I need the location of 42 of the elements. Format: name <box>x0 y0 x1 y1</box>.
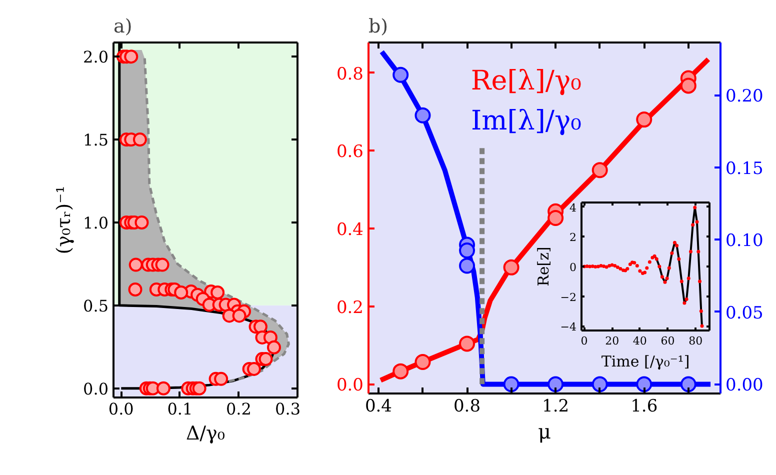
y-tick-label: 0.0 <box>83 379 109 398</box>
x-tick-label: 1.2 <box>542 396 570 416</box>
y2-tick-label: 0.00 <box>726 376 764 396</box>
y-tick-label: 1.0 <box>83 213 109 232</box>
y-tick-label: 2.0 <box>83 48 109 67</box>
x-axis-title: Time [/γ₀⁻¹] <box>601 352 690 370</box>
x-tick-label: 60 <box>660 334 675 348</box>
y-tick-label: 2 <box>570 231 576 244</box>
y-tick-label: −4 <box>560 320 577 334</box>
x-tick-label: 0 <box>580 334 588 348</box>
x-axis-title: Δ/γ₀ <box>186 422 226 444</box>
x-tick-label: 0.4 <box>364 396 392 416</box>
x-tick-label: 0.8 <box>454 396 481 416</box>
y-tick-label: 0.0 <box>336 376 364 396</box>
y2-tick-label: 0.20 <box>726 86 764 107</box>
y-tick-label: 0.5 <box>83 296 109 316</box>
x-tick-label: 0.0 <box>108 400 134 418</box>
x-tick-label: 1.6 <box>630 396 658 416</box>
y-tick-label: 4 <box>570 201 576 214</box>
y-tick-label: 0.8 <box>336 64 364 84</box>
y2-tick-label: 0.15 <box>726 158 764 179</box>
y-axis-title: Re[z] <box>534 246 552 286</box>
chart-title: a) <box>114 16 132 38</box>
y2-tick-label: 0.10 <box>726 231 764 252</box>
y2-tick-label: 0.05 <box>726 303 764 324</box>
text: Re[λ]/γ₀ <box>470 65 582 96</box>
x-tick-label: 20 <box>605 334 620 348</box>
y-tick-label: 0 <box>570 261 576 274</box>
x-tick-label: 0.3 <box>275 400 301 418</box>
x-tick-label: 0.1 <box>167 400 193 418</box>
x-tick-label: 40 <box>632 334 647 348</box>
y-tick-label: −2 <box>560 290 577 304</box>
y-tick-label: 0.6 <box>336 142 364 162</box>
x-tick-label: 0.2 <box>226 400 252 418</box>
x-axis-title: μ <box>538 420 551 444</box>
y-axis-title: (γ₀τᵣ)⁻¹ <box>53 186 76 254</box>
chart-title: b) <box>368 16 388 38</box>
y-tick-label: 0.2 <box>336 298 364 318</box>
x-tick-label: 80 <box>688 334 703 348</box>
y-tick-label: 0.4 <box>336 220 364 240</box>
y-tick-label: 1.5 <box>83 130 109 150</box>
series-label: Im[λ]/γ₀ <box>470 105 582 136</box>
